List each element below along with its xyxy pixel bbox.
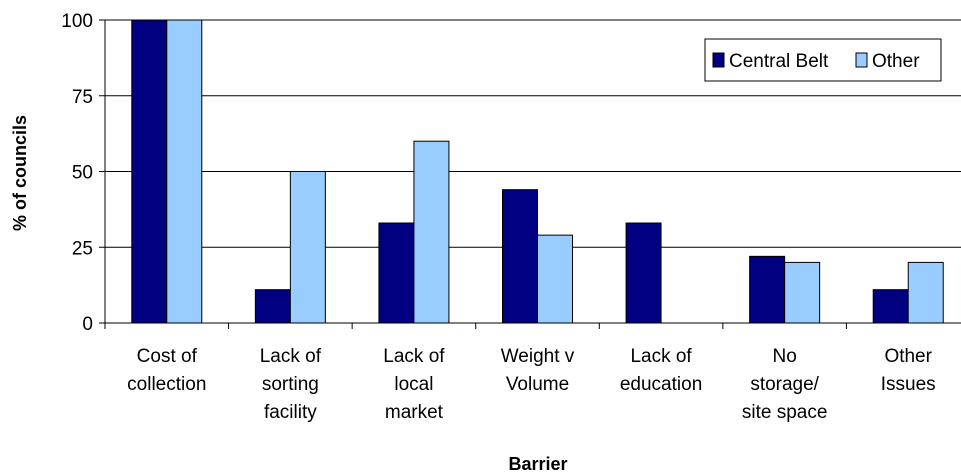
x-category-label: Lack of sorting facility bbox=[260, 346, 322, 423]
bar bbox=[784, 261, 821, 324]
bar bbox=[907, 261, 944, 324]
bar bbox=[749, 255, 786, 324]
bar bbox=[254, 289, 291, 324]
legend-swatch bbox=[712, 52, 725, 68]
x-category-label: Lack of education bbox=[620, 346, 702, 395]
axes bbox=[99, 19, 961, 329]
y-tick-label: 50 bbox=[72, 163, 93, 184]
y-tick-label: 0 bbox=[82, 314, 93, 335]
y-tick-label: 100 bbox=[61, 11, 93, 32]
y-tick-label: 25 bbox=[72, 238, 93, 259]
x-category-labels: Cost of collection Lack of sorting facility L… bbox=[127, 346, 935, 423]
legend-label: Other bbox=[872, 51, 920, 72]
bar bbox=[166, 19, 203, 324]
x-category-label: Cost of collection bbox=[127, 346, 206, 395]
y-axis-title: % of councils bbox=[10, 115, 30, 231]
bar bbox=[625, 222, 662, 324]
y-tick-labels: 0 25 50 75 100 bbox=[61, 11, 93, 335]
x-category-label: Other Issues bbox=[881, 346, 936, 395]
legend-box bbox=[704, 38, 942, 82]
legend-label: Central Belt bbox=[729, 51, 829, 72]
x-category-label: Lack of local market bbox=[383, 346, 445, 423]
x-category-label: Weight v Volume bbox=[501, 346, 575, 395]
bar bbox=[537, 234, 573, 324]
legend: Central Belt Other bbox=[704, 38, 942, 82]
bar bbox=[502, 189, 538, 324]
bar bbox=[289, 171, 326, 324]
x-axis-title: Barrier bbox=[508, 454, 567, 472]
legend-swatch bbox=[855, 52, 868, 68]
bar bbox=[131, 19, 168, 324]
bar bbox=[872, 289, 909, 324]
x-category-label: No storage/site space bbox=[742, 346, 828, 423]
bar bbox=[413, 140, 450, 324]
y-tick-label: 75 bbox=[72, 87, 93, 108]
bar bbox=[378, 222, 415, 324]
